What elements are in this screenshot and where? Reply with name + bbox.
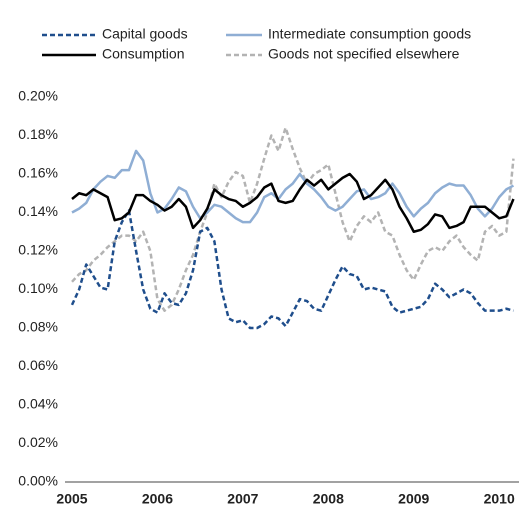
y-tick-label: 0.14% (18, 203, 58, 219)
y-tick-label: 0.00% (18, 473, 58, 489)
legend-label: Goods not specified elsewhere (268, 46, 460, 62)
series-line (71, 126, 515, 312)
series-line (70, 209, 514, 330)
legend-label: Intermediate consumption goods (268, 26, 471, 42)
series-line (71, 149, 515, 224)
y-tick-label: 0.06% (18, 357, 58, 373)
legend-label: Consumption (102, 46, 185, 62)
x-tick-label: 2009 (398, 491, 429, 507)
x-tick-label: 2007 (227, 491, 258, 507)
x-tick-label: 2008 (313, 491, 344, 507)
x-tick-label: 2010 (484, 491, 515, 507)
y-tick-label: 0.02% (18, 434, 58, 450)
x-tick-label: 2006 (142, 491, 173, 507)
y-tick-label: 0.12% (18, 242, 58, 258)
y-tick-label: 0.18% (18, 126, 58, 142)
series-line (71, 172, 515, 233)
y-tick-label: 0.16% (18, 165, 58, 181)
y-tick-label: 0.10% (18, 280, 58, 296)
y-tick-label: 0.04% (18, 396, 58, 412)
legend-label: Capital goods (102, 26, 188, 42)
x-tick-label: 2005 (56, 491, 87, 507)
y-tick-label: 0.08% (18, 319, 58, 335)
y-tick-label: 0.20% (18, 88, 58, 104)
